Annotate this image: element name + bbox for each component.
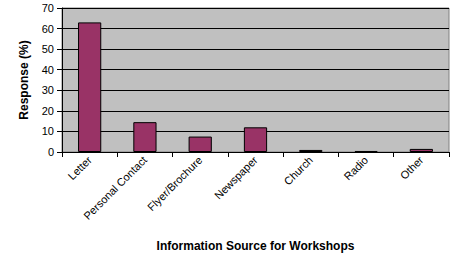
svg-text:Radio: Radio bbox=[342, 154, 371, 183]
svg-text:Other: Other bbox=[398, 154, 426, 182]
svg-text:50: 50 bbox=[42, 43, 54, 55]
svg-text:Flyer/Brochure: Flyer/Brochure bbox=[145, 154, 204, 213]
svg-text:30: 30 bbox=[42, 84, 54, 96]
svg-text:40: 40 bbox=[42, 64, 54, 76]
svg-text:Response (%): Response (%) bbox=[17, 40, 31, 119]
svg-text:Letter: Letter bbox=[66, 154, 95, 183]
svg-text:Newspaper: Newspaper bbox=[212, 154, 260, 202]
svg-text:Information Source for Worksho: Information Source for Workshops bbox=[157, 239, 355, 253]
svg-text:Personal Contact: Personal Contact bbox=[81, 154, 149, 222]
svg-text:10: 10 bbox=[42, 125, 54, 137]
svg-text:0: 0 bbox=[48, 146, 54, 158]
svg-text:Church: Church bbox=[281, 154, 315, 188]
svg-text:60: 60 bbox=[42, 23, 54, 35]
svg-text:70: 70 bbox=[42, 2, 54, 14]
svg-text:20: 20 bbox=[42, 105, 54, 117]
